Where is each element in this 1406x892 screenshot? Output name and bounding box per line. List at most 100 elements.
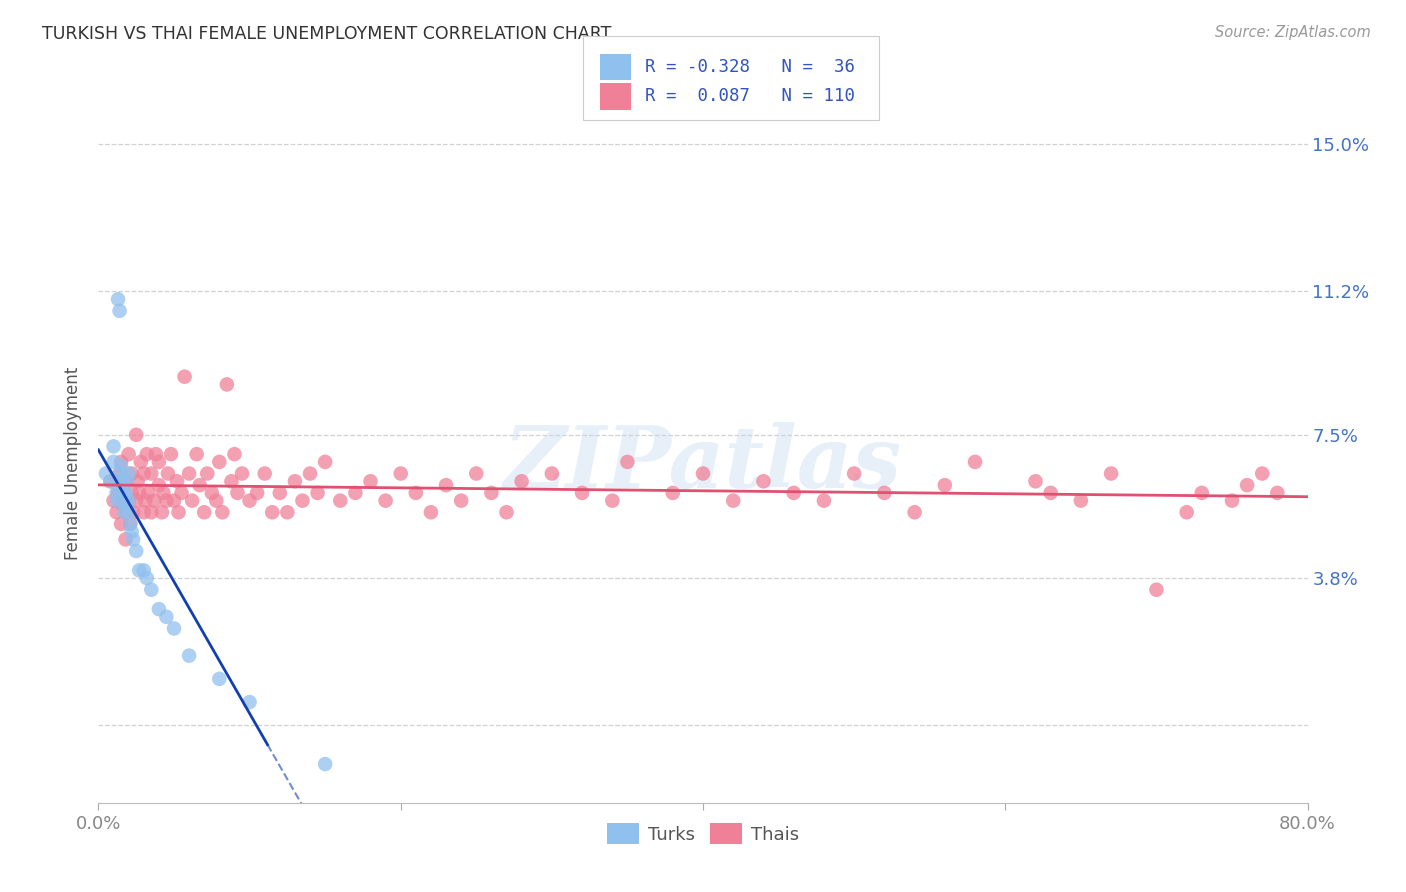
Point: [163, 622, 186, 636]
Point: [934, 478, 956, 492]
Point: [135, 447, 157, 461]
Point: [246, 486, 269, 500]
Point: [314, 455, 336, 469]
Point: [143, 493, 166, 508]
Point: [155, 610, 177, 624]
Point: [276, 505, 298, 519]
Point: [179, 467, 201, 481]
Y-axis label: Female Unemployment: Female Unemployment: [65, 368, 83, 560]
Point: [118, 447, 141, 461]
Point: [329, 493, 352, 508]
Point: [239, 493, 262, 508]
Point: [344, 486, 367, 500]
Point: [110, 458, 132, 473]
Point: [420, 505, 443, 519]
Point: [1220, 493, 1243, 508]
Point: [118, 467, 141, 481]
Point: [125, 544, 148, 558]
Point: [163, 493, 186, 508]
Point: [155, 493, 177, 508]
Point: [450, 493, 472, 508]
Point: [152, 486, 174, 500]
Point: [121, 524, 143, 539]
Point: [616, 455, 638, 469]
Point: [127, 475, 149, 489]
Point: [1099, 467, 1122, 481]
Point: [269, 486, 291, 500]
Point: [108, 467, 131, 481]
Point: [100, 475, 122, 489]
Point: [389, 467, 412, 481]
Point: [150, 505, 173, 519]
Point: [208, 672, 231, 686]
Point: [314, 757, 336, 772]
Point: [752, 475, 775, 489]
Point: [114, 533, 136, 547]
Point: [111, 498, 134, 512]
Point: [170, 486, 193, 500]
Point: [226, 486, 249, 500]
Point: [105, 505, 128, 519]
Text: ZIPatlas: ZIPatlas: [503, 422, 903, 506]
Point: [114, 498, 136, 512]
Point: [195, 467, 218, 481]
Point: [904, 505, 927, 519]
Point: [120, 516, 142, 531]
Point: [186, 447, 208, 461]
Point: [215, 377, 238, 392]
Text: R =  0.087   N = 110: R = 0.087 N = 110: [645, 87, 855, 105]
Point: [692, 467, 714, 481]
Point: [107, 478, 129, 492]
Point: [1267, 486, 1289, 500]
Point: [231, 467, 253, 481]
Point: [1039, 486, 1062, 500]
Point: [1251, 467, 1274, 481]
Point: [148, 455, 170, 469]
Point: [129, 455, 152, 469]
Point: [1236, 478, 1258, 492]
Point: [495, 505, 517, 519]
Point: [156, 467, 179, 481]
Point: [661, 486, 683, 500]
Point: [132, 467, 155, 481]
Point: [208, 455, 231, 469]
Point: [434, 478, 457, 492]
Point: [141, 505, 163, 519]
Point: [118, 493, 141, 508]
Point: [211, 505, 233, 519]
Point: [188, 478, 211, 492]
Point: [110, 455, 132, 469]
Point: [148, 602, 170, 616]
Text: R = -0.328   N =  36: R = -0.328 N = 36: [645, 58, 855, 76]
Point: [1191, 486, 1213, 500]
Point: [239, 695, 262, 709]
Point: [107, 292, 129, 306]
Point: [105, 493, 128, 508]
Point: [723, 493, 745, 508]
Point: [112, 486, 135, 500]
Point: [115, 505, 138, 519]
Point: [134, 493, 156, 508]
Point: [481, 486, 503, 500]
Legend: Turks, Thais: Turks, Thais: [599, 816, 807, 851]
Point: [299, 467, 322, 481]
Point: [1175, 505, 1198, 519]
Point: [148, 478, 170, 492]
Point: [160, 447, 183, 461]
Point: [122, 533, 145, 547]
Point: [510, 475, 533, 489]
Point: [110, 467, 132, 481]
Point: [121, 486, 143, 500]
Point: [181, 493, 204, 508]
Point: [873, 486, 896, 500]
Point: [284, 475, 307, 489]
Point: [103, 455, 125, 469]
Point: [114, 486, 136, 500]
Point: [405, 486, 427, 500]
Point: [100, 475, 122, 489]
Point: [1144, 582, 1167, 597]
Point: [374, 493, 396, 508]
Point: [813, 493, 835, 508]
Point: [108, 303, 131, 318]
Point: [114, 475, 136, 489]
